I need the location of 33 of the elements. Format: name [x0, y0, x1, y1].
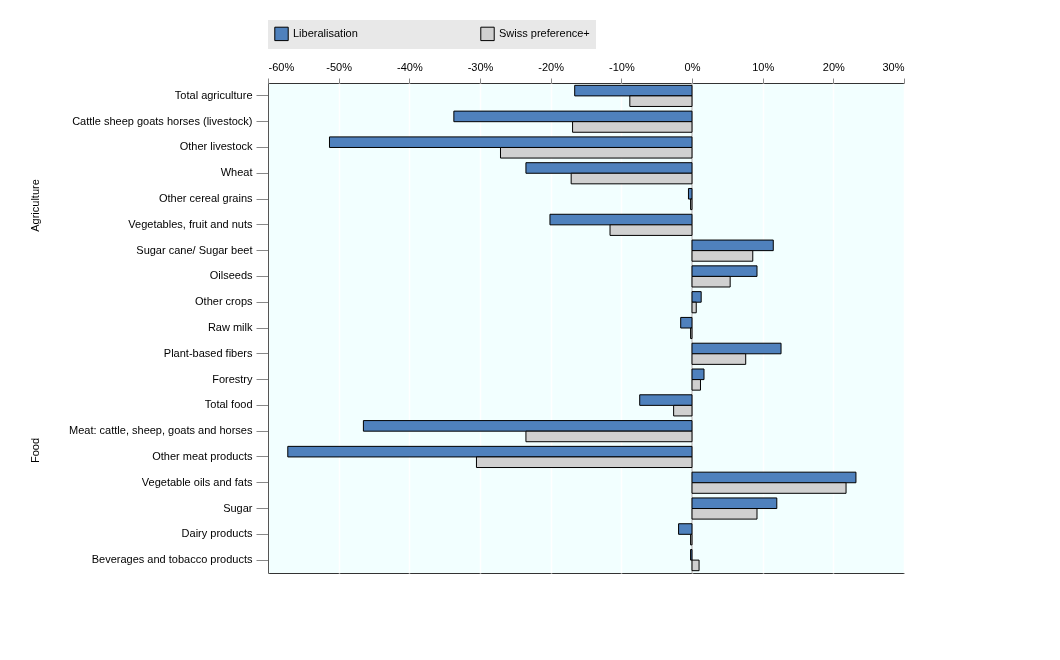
y-tick-label: Vegetables, fruit and nuts — [128, 217, 253, 230]
text: Food — [29, 437, 41, 464]
x-tick-label: 20% — [822, 60, 846, 73]
text: Agriculture — [29, 179, 41, 232]
y-tick-label: Raw milk — [207, 321, 253, 333]
y-tick-label: Sugar — [223, 501, 253, 514]
x-tick-label: 10% — [752, 60, 775, 73]
y-tick-label: Total agriculture — [174, 88, 253, 101]
x-tick-label: -10% — [608, 60, 635, 73]
y-tick-label: Other livestock — [179, 140, 253, 153]
y-tick-label: Total food — [204, 398, 253, 411]
y-tick-label: Cattle sheep goats horses (livestock) — [72, 114, 253, 127]
y-tick-label: Other meat products — [152, 449, 253, 462]
x-tick-label: -60% — [268, 60, 295, 73]
x-tick-label: -30% — [467, 60, 494, 73]
y-tick-label: Plant-based fibers — [163, 346, 253, 359]
y-tick-label: Meat: cattle, sheep, goats and horses — [69, 424, 253, 437]
y-tick-label: Dairy products — [181, 527, 253, 540]
legend-label: Liberalisation — [293, 26, 358, 39]
legend-label: Swiss preference+ — [499, 26, 590, 39]
x-tick-label: 0% — [684, 60, 701, 73]
x-tick-label: -50% — [326, 60, 353, 73]
y-tick-label: Oilseeds — [209, 269, 253, 282]
y-tick-label: Sugar cane/ Sugar beet — [136, 243, 253, 256]
y-tick-label: Other crops — [195, 295, 253, 308]
x-tick-label: -40% — [396, 60, 423, 73]
y-tick-label: Wheat — [220, 166, 253, 179]
y-tick-label: Other cereal grains — [158, 192, 253, 205]
x-tick-label: 30% — [882, 60, 905, 73]
y-tick-label: Beverages and tobacco products — [91, 553, 253, 566]
y-tick-label: Vegetable oils and fats — [141, 475, 253, 488]
x-tick-label: -20% — [538, 60, 565, 73]
y-tick-label: Forestry — [212, 372, 253, 385]
